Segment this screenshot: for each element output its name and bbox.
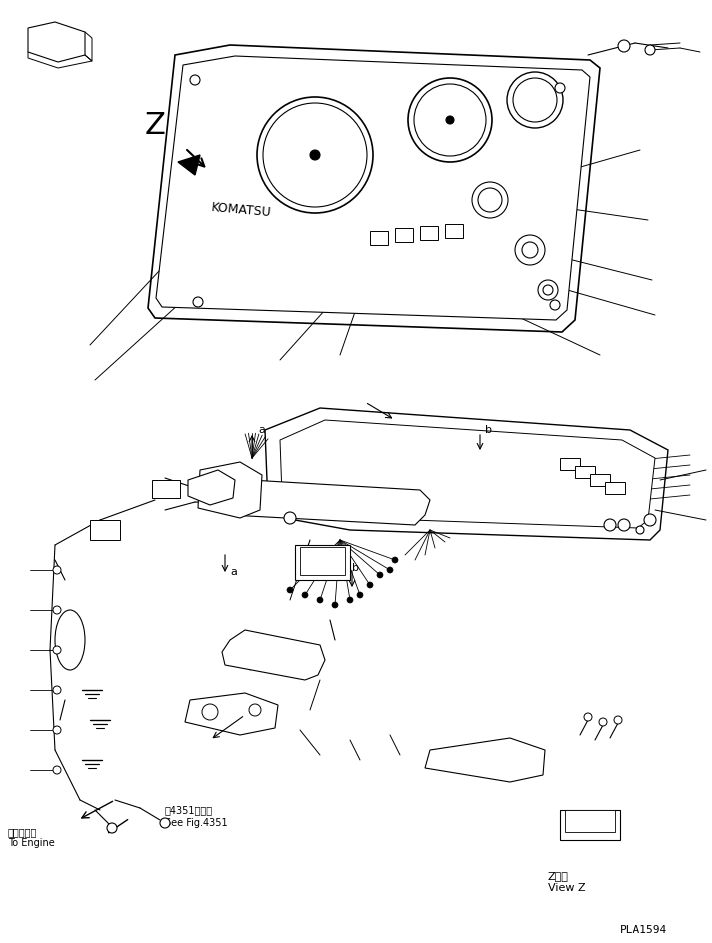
Polygon shape [185,693,278,735]
Circle shape [202,704,218,720]
Text: a: a [258,425,265,435]
Circle shape [387,567,393,573]
Circle shape [257,97,373,213]
Text: 笥4351図参照: 笥4351図参照 [165,805,213,815]
Circle shape [472,182,508,218]
Text: b: b [352,563,359,573]
Circle shape [555,83,565,93]
Circle shape [446,116,454,124]
Polygon shape [425,738,545,782]
Circle shape [584,713,592,721]
Circle shape [614,716,622,724]
Circle shape [599,718,607,726]
Circle shape [302,592,308,598]
Circle shape [538,280,558,300]
Text: To Engine: To Engine [8,838,55,848]
Text: エンジンへ: エンジンへ [8,827,37,837]
Circle shape [408,78,492,162]
Circle shape [645,45,655,55]
Circle shape [618,519,630,531]
Circle shape [377,572,383,578]
Circle shape [287,587,293,593]
Text: View Z: View Z [548,883,586,893]
Bar [560,810,620,840]
Bar [300,547,345,575]
Bar [90,520,120,540]
Circle shape [507,72,563,128]
Bar [590,474,610,486]
Polygon shape [198,462,262,518]
Polygon shape [188,470,235,505]
Circle shape [515,235,545,265]
Circle shape [636,526,644,534]
Circle shape [249,704,261,716]
Circle shape [414,84,486,156]
Circle shape [522,242,538,258]
Circle shape [53,686,61,694]
Bar [560,458,580,470]
Text: a: a [230,567,237,577]
Circle shape [317,597,323,603]
Polygon shape [178,155,200,175]
Text: FWD: FWD [38,35,61,45]
Circle shape [284,512,296,524]
Circle shape [263,103,367,207]
Text: PLA1594: PLA1594 [620,925,667,935]
Circle shape [53,606,61,614]
Bar [565,810,615,832]
Bar [295,545,350,580]
Circle shape [53,766,61,774]
Circle shape [367,582,373,588]
Circle shape [193,297,203,307]
Circle shape [550,300,560,310]
Circle shape [604,519,616,531]
Bar [395,228,413,242]
Bar [605,482,625,494]
Polygon shape [265,408,668,540]
Text: Z　視: Z 視 [548,871,569,881]
Circle shape [543,285,553,295]
Circle shape [107,823,117,833]
Circle shape [53,646,61,654]
Circle shape [357,592,363,598]
Circle shape [618,40,630,52]
Text: b: b [485,425,492,435]
Text: See Fig.4351: See Fig.4351 [165,818,228,828]
Polygon shape [156,56,590,320]
Polygon shape [222,480,430,525]
Bar [445,224,463,238]
Circle shape [644,514,656,526]
Circle shape [53,726,61,734]
Circle shape [478,188,502,212]
Circle shape [53,566,61,574]
Polygon shape [222,630,325,680]
Circle shape [160,818,170,828]
Bar [152,480,180,498]
Bar [575,466,595,478]
Bar [420,226,438,240]
Text: Z: Z [145,110,166,140]
Circle shape [332,602,338,608]
Text: KOMATSU: KOMATSU [210,201,271,219]
Circle shape [190,75,200,85]
Circle shape [392,557,398,563]
Polygon shape [280,420,655,528]
Bar [370,231,388,245]
Polygon shape [28,22,85,62]
Circle shape [347,597,353,603]
Circle shape [513,78,557,122]
Polygon shape [148,45,600,332]
Circle shape [310,150,320,160]
